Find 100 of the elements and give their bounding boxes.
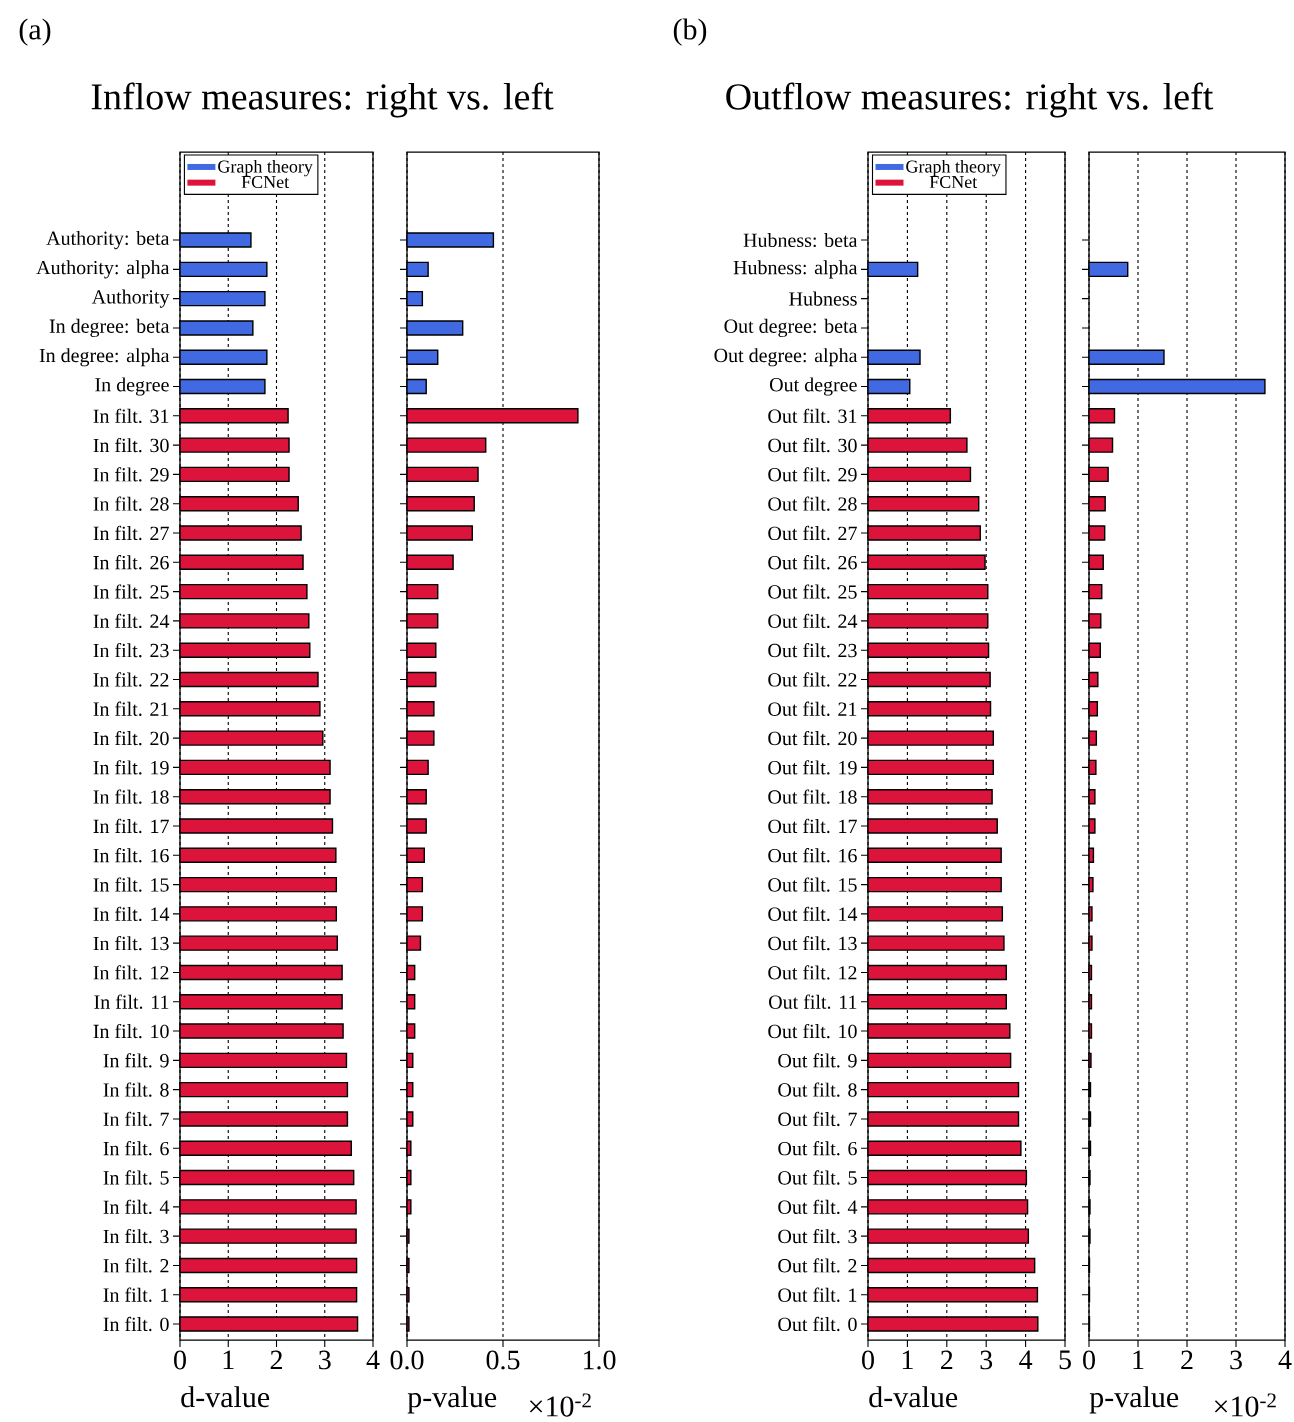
y-tick-label: In filt. 18 — [93, 789, 169, 804]
y-tick-label: Authority: alpha — [36, 260, 170, 279]
x-tick-label: 4 — [366, 1350, 380, 1369]
x-tick-label: 3 — [980, 1350, 993, 1370]
chart-title: Inflow measures: right vs. left — [91, 82, 554, 118]
y-tick-label: In filt. 0 — [103, 1316, 169, 1332]
y-tick-label: In filt. 11 — [94, 994, 169, 1009]
y-tick-label: Out filt. 3 — [778, 1228, 857, 1244]
y-tick-label: In filt. 10 — [93, 1023, 169, 1039]
y-tick-label: Hubness — [789, 291, 857, 306]
y-tick-label: Hubness: beta — [743, 232, 858, 248]
y-tick-label: Out filt. 27 — [768, 525, 857, 541]
y-tick-label: Out filt. 20 — [768, 730, 857, 746]
y-tick-label: In filt. 7 — [103, 1111, 169, 1127]
y-tick-label: In filt. 6 — [103, 1141, 169, 1156]
y-tick-label: In filt. 30 — [93, 437, 169, 453]
y-tick-label: Authority — [91, 289, 170, 308]
y-tick-label: In filt. 25 — [93, 584, 169, 599]
y-tick-label: In degree: beta — [49, 318, 170, 338]
x-tick-label: 1 — [223, 1350, 234, 1370]
y-tick-label: In filt. 14 — [93, 906, 170, 922]
chart-title: Outflow measures: right vs. left — [726, 82, 1214, 118]
legend-label: Graph theory — [906, 159, 1001, 177]
y-tick-label: Out degree: alpha — [714, 348, 858, 367]
y-tick-label: Out filt. 21 — [768, 701, 857, 716]
y-tick-label: Hubness: alpha — [733, 260, 858, 279]
x-tick-label: 3 — [1230, 1350, 1242, 1370]
y-tick-label: In filt. 21 — [93, 701, 169, 716]
y-tick-label: Out filt. 26 — [768, 555, 857, 570]
x-tick-label: 0.0 — [390, 1350, 424, 1370]
y-tick-label: In filt. 13 — [93, 935, 169, 951]
y-tick-label: In filt. 1 — [103, 1287, 169, 1302]
y-tick-label: Out filt. 15 — [768, 877, 857, 892]
y-tick-label: In filt. 17 — [93, 818, 169, 834]
y-tick-label: Out filt. 4 — [778, 1199, 858, 1215]
x-tick-label: 2 — [941, 1350, 953, 1370]
legend-label: FCNet — [929, 175, 978, 189]
y-tick-label: Out filt. 31 — [768, 408, 857, 423]
y-tick-label: Out filt. 9 — [778, 1053, 857, 1068]
y-tick-label: Authority: beta — [46, 230, 170, 250]
y-tick-label: Out filt. 16 — [768, 848, 857, 863]
x-tick-label: 1 — [1133, 1350, 1144, 1370]
y-tick-label: Out filt. 25 — [768, 584, 857, 599]
y-tick-label: Out filt. 8 — [778, 1082, 857, 1097]
text: ×10$^{-2}$ — [1214, 1393, 1276, 1417]
y-tick-label: Out filt. 12 — [768, 965, 857, 980]
legend-label: Graph theory — [218, 159, 313, 177]
y-tick-label: Out filt. 29 — [768, 467, 857, 482]
y-tick-label: Out filt. 6 — [778, 1141, 857, 1156]
x-tick-label: 0 — [862, 1350, 874, 1370]
text: ×10$^{-2}$ — [529, 1393, 591, 1417]
y-tick-label: Out filt. 24 — [768, 613, 858, 629]
y-tick-label: In degree: alpha — [39, 348, 170, 367]
y-tick-label: In filt. 5 — [103, 1170, 169, 1185]
x-tick-label: 0 — [1083, 1350, 1095, 1370]
y-tick-label: In filt. 9 — [103, 1053, 169, 1068]
y-tick-label: Out filt. 30 — [768, 437, 857, 453]
y-tick-label: In filt. 4 — [103, 1199, 170, 1215]
y-tick-label: Out filt. 14 — [768, 906, 858, 922]
y-tick-label: Out filt. 2 — [778, 1258, 857, 1273]
y-tick-label: In filt. 15 — [93, 877, 169, 892]
y-tick-label: Out filt. 10 — [768, 1023, 857, 1039]
x-tick-label: 2 — [1181, 1350, 1193, 1370]
y-tick-label: Out filt. 23 — [768, 643, 857, 658]
y-tick-label: Out filt. 7 — [778, 1111, 857, 1127]
y-tick-label: Out filt. 1 — [778, 1287, 857, 1302]
x-axis-title: p-value — [1089, 1386, 1179, 1414]
x-tick-label: 5 — [1059, 1350, 1071, 1370]
legend-label: FCNet — [241, 175, 290, 189]
y-tick-label: Out filt. 19 — [768, 760, 857, 775]
y-tick-label: In filt. 8 — [103, 1082, 169, 1097]
y-tick-label: In filt. 2 — [103, 1258, 169, 1273]
y-tick-label: In filt. 28 — [93, 496, 169, 511]
x-axis-title: d-value — [181, 1386, 270, 1408]
x-tick-label: 4 — [1278, 1350, 1292, 1369]
y-tick-label: Out degree — [770, 377, 857, 396]
y-tick-label: Out filt. 13 — [768, 935, 857, 951]
y-tick-label: In filt. 24 — [93, 613, 170, 629]
y-tick-label: Out filt. 22 — [768, 672, 857, 687]
text: (a) — [19, 18, 51, 46]
x-tick-label: 4 — [1019, 1350, 1033, 1369]
y-tick-label: In filt. 20 — [93, 730, 169, 746]
x-tick-label: 1 — [902, 1350, 913, 1370]
y-tick-label: Out filt. 5 — [778, 1170, 857, 1185]
y-tick-label: In filt. 23 — [93, 643, 169, 658]
x-tick-label: 0.5 — [486, 1350, 520, 1370]
y-tick-label: In filt. 31 — [93, 408, 169, 423]
y-tick-label: Out filt. 0 — [778, 1316, 857, 1332]
x-tick-label: 2 — [270, 1350, 282, 1370]
y-tick-label: In filt. 19 — [93, 760, 169, 775]
y-tick-label: In filt. 22 — [93, 672, 169, 687]
y-tick-label: Out filt. 17 — [768, 818, 857, 834]
y-tick-label: Out filt. 11 — [769, 994, 857, 1009]
y-tick-label: In filt. 3 — [103, 1228, 169, 1244]
x-axis-title: p-value — [407, 1386, 497, 1414]
y-tick-label: Out filt. 18 — [768, 789, 857, 804]
x-tick-label: 0 — [174, 1350, 186, 1370]
text: (b) — [673, 18, 707, 46]
y-tick-label: In filt. 26 — [93, 555, 169, 570]
y-tick-label: In filt. 27 — [93, 525, 169, 541]
